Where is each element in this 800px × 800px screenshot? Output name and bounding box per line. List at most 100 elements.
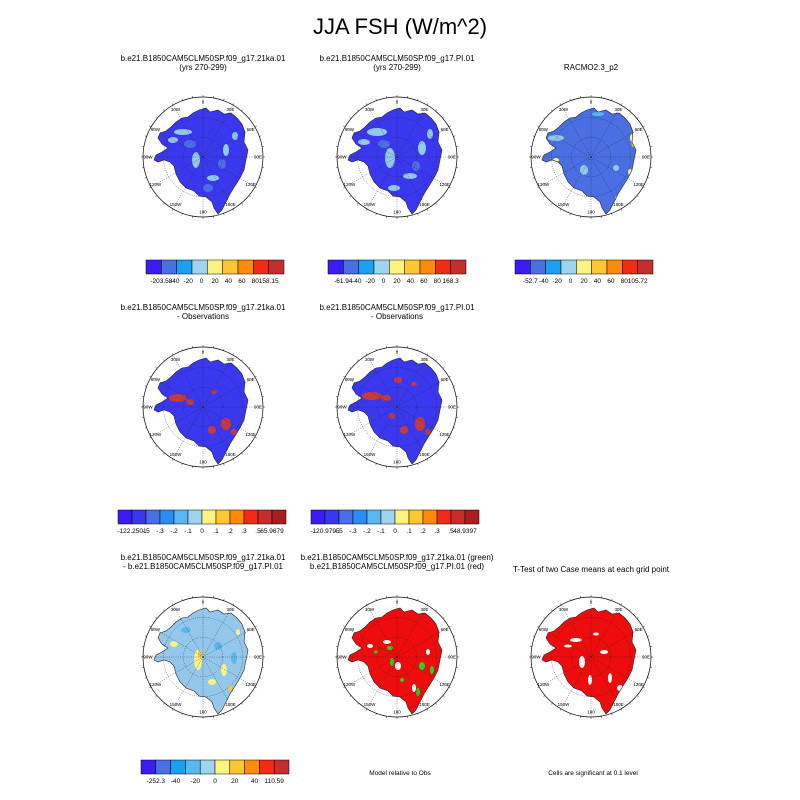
map-panel-7: 0 30E 60E 90E 120E 150E 180 150W 120W 90W 60W 30W	[335, 595, 459, 719]
lon-label: 0	[202, 350, 205, 355]
lon-label: 120W	[343, 682, 356, 687]
lon-label: 30W	[171, 107, 181, 112]
colorbar-swatch	[408, 509, 424, 525]
graticule	[143, 97, 263, 217]
lon-label: 90W	[531, 155, 541, 160]
lon-label: 90W	[531, 655, 541, 660]
map-panel-2: 0 30E 60E 90E 120E 150E 180 150W 120W 90W 60W 30W	[335, 95, 459, 219]
lon-label: 60E	[441, 377, 449, 382]
colorbar-label: 40	[407, 278, 415, 285]
lon-label: 150E	[225, 702, 236, 707]
panel-title-2-line1: b.e21.B1850CAM5CLM50SP.f09_g17.PI.01	[319, 54, 475, 63]
colorbar-swatch	[145, 259, 162, 275]
colorbar-label: -.5	[335, 528, 343, 535]
antarctica-landmass	[154, 608, 248, 714]
colorbar-swatch	[155, 759, 171, 775]
colorbar-label: 0	[382, 278, 386, 285]
colorbar-swatch	[176, 259, 193, 275]
lon-label: 60E	[247, 377, 255, 382]
colorbar-swatch	[394, 509, 410, 525]
page-title: JJA FSH (W/m^2)	[312, 14, 488, 39]
lon-label: 120E	[245, 682, 256, 687]
graticule	[337, 597, 457, 717]
colorbar-label: -40	[539, 278, 549, 285]
colorbar-label: 0	[213, 778, 217, 785]
colorbar-label: -.2	[363, 528, 371, 535]
colorbar-swatch	[207, 259, 223, 275]
panel-title-8: T-Test of two Case means at each grid po…	[461, 565, 721, 575]
graticule	[337, 347, 457, 467]
colorbar-swatch	[273, 759, 290, 775]
colorbar-3: -52.7 -40 -20 0 20 40 60 80 105.72	[514, 259, 654, 285]
colorbar-label: 60	[420, 278, 428, 285]
lon-label: 90W	[143, 155, 153, 160]
panel-title-1: b.e21.B1850CAM5CLM50SP.f09_g17.21ka.01 (…	[73, 54, 333, 72]
colorbar-swatch	[191, 259, 208, 275]
colorbar-swatch	[464, 509, 480, 525]
colorbar-label: 0	[393, 528, 397, 535]
colorbar-swatch	[373, 259, 390, 275]
colorbar-label: -40	[352, 278, 362, 285]
colorbar-swatch	[530, 259, 546, 275]
map-panel-1: 0 30E 60E 90E 120E 150E 180 150W 120W 90W 60W 30W	[141, 95, 265, 219]
colorbar-swatch	[173, 509, 189, 525]
colorbar-6: -252.3 -40 -20 0 20 40 110.59	[140, 759, 290, 785]
colorbar-swatch	[253, 259, 269, 275]
lon-label: 60W	[345, 127, 355, 132]
panel-title-5-line1: b.e21.B1850CAM5CLM50SP.f09_g17.PI.01	[319, 303, 475, 312]
colorbar-2: -61.94 -40 -20 0 20 40 60 80 168.3	[327, 259, 467, 285]
antarctica-landmass	[154, 108, 248, 214]
lon-label: 90W	[143, 655, 153, 660]
panel-title-7: b.e21.B1850CAM5CLM50SP.f09_g17.21ka.01 (…	[267, 553, 527, 571]
antarctica-landmass	[348, 358, 442, 464]
colorbar-swatch	[352, 509, 368, 525]
lon-label: 90E	[254, 155, 262, 160]
lon-label: 60E	[247, 627, 255, 632]
panel-title-2: b.e21.B1850CAM5CLM50SP.f09_g17.PI.01 (yr…	[267, 54, 527, 72]
lon-label: 0	[396, 100, 399, 105]
panel-title-4: b.e21.B1850CAM5CLM50SP.f09_g17.21ka.01 -…	[73, 303, 333, 321]
lon-label: 150E	[225, 452, 236, 457]
lon-label: 120W	[537, 182, 550, 187]
colorbar-swatch	[366, 509, 382, 525]
colorbar-swatch	[576, 259, 592, 275]
lon-label: 120W	[149, 432, 162, 437]
colorbar-swatch	[389, 259, 405, 275]
antarctica-landmass	[348, 108, 442, 214]
colorbar-swatch	[560, 259, 577, 275]
colorbar-label: -52.7	[523, 278, 538, 285]
colorbar-swatch	[591, 259, 608, 275]
lon-label: 90E	[254, 405, 262, 410]
lon-label: 0	[590, 600, 593, 605]
colorbar-swatch	[545, 259, 562, 275]
lon-label: 90W	[337, 655, 347, 660]
colorbar-swatch	[257, 509, 273, 525]
lon-label: 120W	[343, 432, 356, 437]
colorbar-label: -40	[170, 278, 180, 285]
colorbar-label: 105.72	[628, 278, 648, 285]
colorbar-label: -.3	[156, 528, 164, 535]
lon-label: 30W	[171, 607, 181, 612]
lon-label: 0	[202, 600, 205, 605]
graticule	[143, 597, 263, 717]
lon-label: 30E	[420, 607, 428, 612]
lon-label: 120E	[245, 182, 256, 187]
lon-label: 60E	[635, 127, 643, 132]
colorbar-label: -203.58	[150, 278, 172, 285]
lon-label: 60W	[539, 627, 549, 632]
colorbar-label: 20	[580, 278, 588, 285]
colorbar-label: 0	[200, 528, 204, 535]
lon-label: 180	[199, 710, 207, 715]
colorbar-swatch	[222, 259, 239, 275]
panel-title-8-line1: T-Test of two Case means at each grid po…	[512, 565, 670, 574]
colorbar-swatch	[343, 259, 359, 275]
lon-label: 60W	[151, 127, 161, 132]
lon-label: 180	[199, 460, 207, 465]
colorbar-swatch	[514, 259, 531, 275]
colorbar-swatch	[436, 509, 452, 525]
lon-label: 30E	[420, 107, 428, 112]
lon-label: 0	[202, 100, 205, 105]
map-panel-4: 0 30E 60E 90E 120E 150E 180 150W 120W 90W 60W 30W	[141, 345, 265, 469]
map-panel-6: 0 30E 60E 90E 120E 150E 180 150W 120W 90W 60W 30W	[141, 595, 265, 719]
lon-label: 120E	[245, 432, 256, 437]
